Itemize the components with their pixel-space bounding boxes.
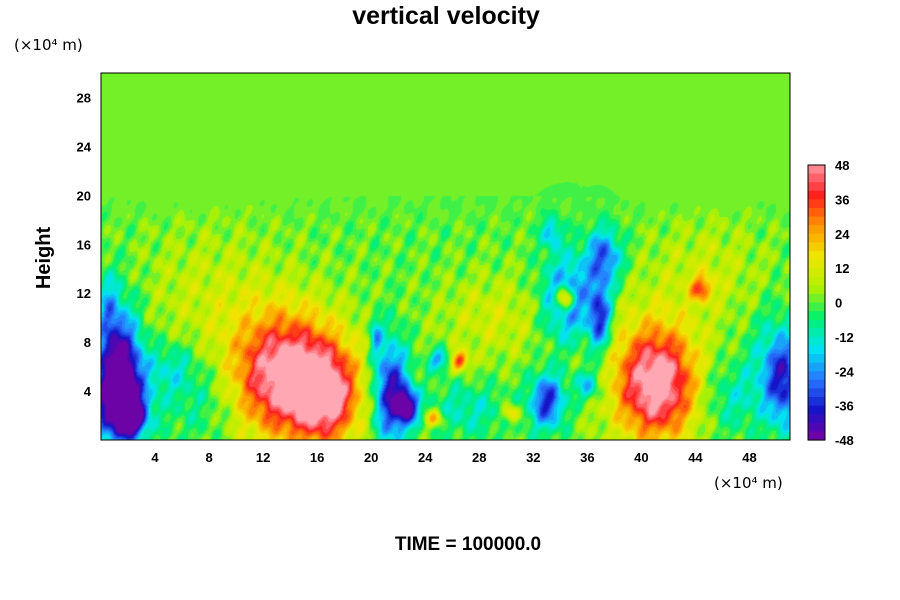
y-tick-label: 16: [77, 237, 91, 252]
y-tick-label: 24: [77, 139, 92, 154]
colorbar-band: [808, 397, 825, 407]
colorbar-ticks: 48 36 24 12 0 -12 -24 -36 -48: [835, 158, 855, 448]
colorbar-band: [808, 233, 825, 243]
chart-title: vertical velocity: [352, 2, 540, 30]
colorbar: [807, 164, 826, 441]
colorbar-band: [808, 354, 825, 364]
x-tick-label: 20: [364, 450, 378, 465]
y-axis-ticks: 4 8 12 16 20 24 28: [77, 90, 92, 399]
colorbar-tick-label: 36: [835, 192, 849, 207]
colorbar-tick-label: 48: [835, 158, 849, 173]
colorbar-band: [808, 414, 825, 424]
x-axis-ticks: 4 8 12 16 20 24 28 32 36 40 44 48: [151, 450, 756, 465]
x-tick-label: 28: [472, 450, 486, 465]
colorbar-band: [808, 216, 825, 226]
heatmap-field: [101, 73, 790, 440]
plot-frame: [100, 72, 791, 441]
y-tick-label: 8: [84, 335, 91, 350]
x-tick-label: 40: [634, 450, 648, 465]
x-tick-label: 24: [418, 450, 433, 465]
x-tick-label: 12: [256, 450, 270, 465]
colorbar-band: [808, 336, 825, 347]
y-tick-label: 4: [84, 384, 92, 399]
colorbar-band: [808, 345, 825, 355]
colorbar-band: [808, 242, 825, 252]
x-tick-label: 16: [310, 450, 324, 465]
colorbar-band: [808, 319, 825, 329]
colorbar-band: [808, 285, 825, 295]
colorbar-tick-label: 0: [835, 296, 842, 311]
time-label: TIME = 100000.0: [395, 534, 541, 555]
colorbar-band: [808, 388, 825, 398]
colorbar-band: [808, 173, 825, 183]
colorbar-tick-label: -12: [835, 330, 854, 345]
colorbar-band: [808, 362, 825, 372]
y-tick-label: 12: [77, 286, 91, 301]
x-tick-label: 44: [688, 450, 703, 465]
x-tick-label: 32: [526, 450, 540, 465]
colorbar-band: [808, 422, 825, 433]
y-axis-label: Height: [33, 227, 55, 290]
colorbar-band: [808, 250, 825, 261]
colorbar-band: [808, 259, 825, 269]
colorbar-band: [808, 268, 825, 278]
colorbar-tick-label: 12: [835, 261, 849, 276]
colorbar-band: [808, 311, 825, 321]
colorbar-band: [808, 207, 825, 218]
colorbar-frame: [807, 164, 826, 441]
colorbar-tick-label: -48: [835, 433, 854, 448]
colorbar-tick-label: -24: [835, 364, 855, 379]
colorbar-band: [808, 165, 825, 175]
y-tick-label: 20: [77, 188, 91, 203]
colorbar-tick-label: -36: [835, 399, 854, 414]
colorbar-band: [808, 225, 825, 235]
colorbar-band: [808, 405, 825, 415]
colorbar-band: [808, 379, 825, 390]
x-tick-label: 36: [580, 450, 594, 465]
colorbar-band: [808, 293, 825, 304]
x-tick-label: 8: [205, 450, 212, 465]
colorbar-band: [808, 276, 825, 286]
x-tick-label: 48: [742, 450, 756, 465]
colorbar-band: [808, 302, 825, 312]
colorbar-tick-label: 24: [835, 227, 850, 242]
colorbar-band: [808, 431, 825, 441]
colorbar-band: [808, 190, 825, 200]
colorbar-band: [808, 199, 825, 209]
y-tick-label: 28: [77, 90, 91, 105]
y-unit-label: (×10⁴ m): [14, 36, 83, 54]
x-tick-label: 4: [151, 450, 159, 465]
x-unit-label: (×10⁴ m): [714, 474, 783, 492]
colorbar-band: [808, 328, 825, 338]
colorbar-band: [808, 182, 825, 192]
colorbar-band: [808, 371, 825, 381]
